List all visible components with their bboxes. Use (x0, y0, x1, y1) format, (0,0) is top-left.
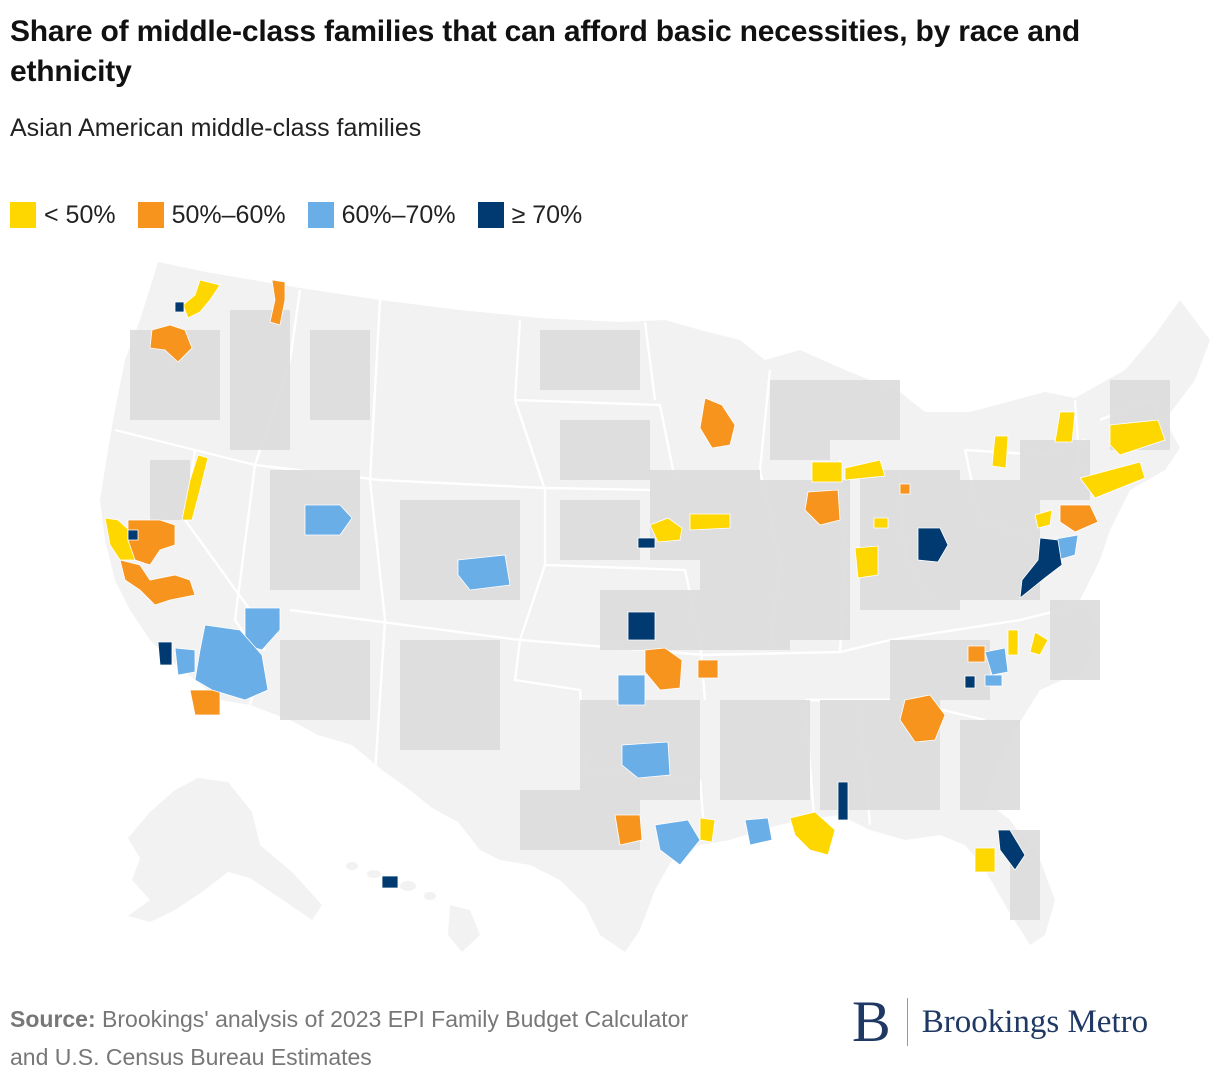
metro-region (1109, 419, 1166, 456)
metro-region (644, 647, 683, 691)
metro-region (789, 811, 836, 856)
metro-region (899, 694, 946, 743)
metro-region (1034, 509, 1053, 529)
legend-swatch (307, 202, 334, 228)
hawaii-shape (346, 862, 480, 952)
us-county-map (100, 262, 1210, 952)
metro-region (1054, 411, 1076, 443)
brookings-metro-logo: B Brookings Metro (852, 990, 1148, 1054)
metro-region (182, 279, 221, 319)
metro-region (157, 641, 173, 666)
legend-swatch (477, 202, 504, 228)
metro-region (837, 781, 849, 821)
metro-region (991, 435, 1009, 469)
legend: < 50% 50%–60% 60%–70% ≥ 70% (10, 198, 582, 232)
legend-label: 50%–60% (171, 200, 286, 229)
metro-region (964, 675, 976, 689)
brookings-b-logo-icon: B (852, 989, 891, 1054)
legend-label: < 50% (44, 200, 116, 229)
metro-region (804, 489, 841, 526)
metro-region (617, 674, 646, 706)
metro-region (181, 454, 209, 521)
metro-region (1029, 631, 1049, 656)
metro-region (689, 513, 731, 531)
metro-region (1079, 461, 1146, 499)
metro-region (614, 814, 643, 846)
metro-region (1059, 504, 1099, 533)
legend-label: ≥ 70% (511, 200, 583, 229)
metro-region (873, 517, 889, 529)
metro-region (699, 817, 716, 843)
metro-region (637, 537, 656, 549)
metro-region (974, 847, 996, 873)
metro-region (381, 875, 399, 889)
metro-region (149, 324, 193, 363)
source-text: Brookings' analysis of 2023 EPI Family B… (10, 1006, 689, 1070)
metro-region (174, 301, 185, 313)
metro-region (189, 689, 221, 716)
chart-subtitle: Asian American middle-class families (10, 114, 422, 142)
metro-region (844, 459, 886, 481)
legend-label: 60%–70% (341, 200, 456, 229)
source-label: Source: (10, 1006, 96, 1032)
metro-region (697, 659, 719, 679)
metro-region (627, 611, 656, 641)
metro-region (997, 829, 1026, 871)
metro-region (984, 674, 1003, 687)
metro-region (984, 647, 1009, 676)
metro-region (194, 624, 269, 701)
metro-region (899, 483, 911, 495)
metro-region (744, 817, 773, 846)
metro-region (1019, 537, 1063, 599)
metro-region (854, 545, 879, 579)
metro-region (654, 819, 701, 866)
metro-region (127, 519, 176, 566)
metro-region (457, 554, 511, 591)
metro-region (304, 504, 353, 536)
metro-areas (104, 279, 1166, 889)
metro-region (269, 279, 286, 326)
legend-swatch (10, 202, 36, 228)
legend-item-60-70: 60%–70% (307, 200, 456, 230)
source-note: Source: Brookings' analysis of 2023 EPI … (10, 1000, 730, 1076)
metro-region (127, 529, 139, 541)
legend-item-70-plus: ≥ 70% (477, 200, 583, 230)
logo-divider (906, 998, 908, 1046)
brand-name: Brookings Metro (921, 1003, 1149, 1040)
legend-item-50-60: 50%–60% (137, 200, 286, 230)
metro-region (967, 645, 986, 663)
metro-region (174, 647, 196, 676)
metro-region (119, 559, 196, 606)
metro-region (621, 741, 671, 779)
metro-region (649, 517, 683, 543)
metro-region (917, 527, 949, 563)
legend-item-under-50: < 50% (10, 201, 116, 230)
legend-swatch (137, 202, 164, 228)
metro-region (699, 397, 736, 449)
chart-title: Share of middle-class families that can … (10, 15, 1081, 88)
metro-region (811, 461, 843, 483)
metro-region (1007, 629, 1019, 656)
alaska-shape (128, 778, 322, 922)
